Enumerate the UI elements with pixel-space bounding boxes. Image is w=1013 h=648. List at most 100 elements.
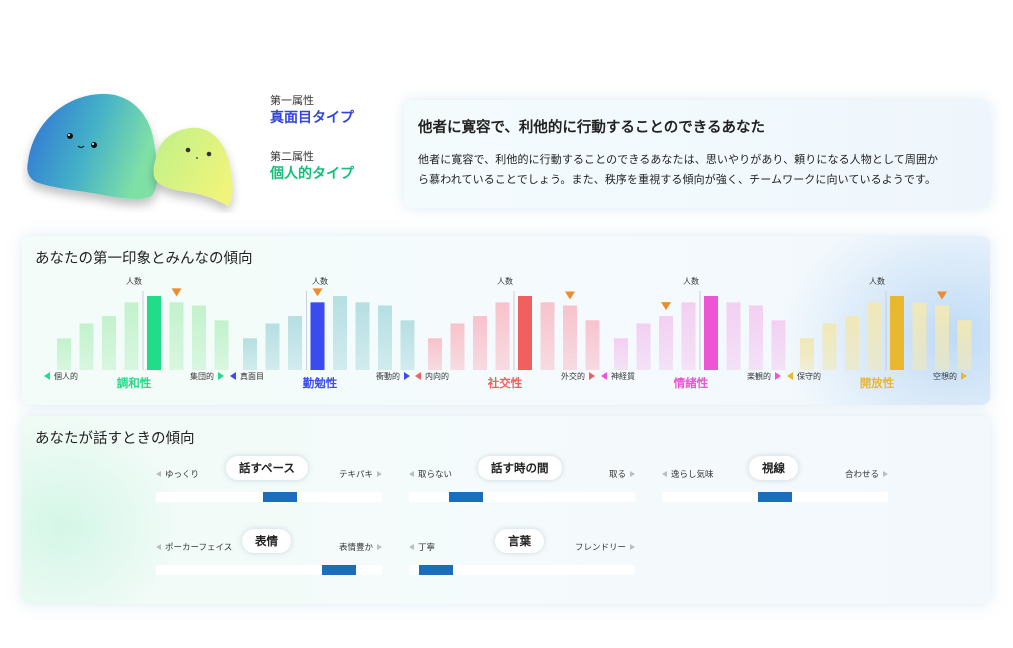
my-position-marker: [661, 302, 671, 311]
first-impression-title: あなたの第一印象とみんなの傾向: [35, 251, 253, 267]
chart-bar: [726, 302, 741, 370]
slider-indicator: [322, 565, 356, 575]
slider-right-label: 表情豊か: [339, 541, 382, 553]
slider-right-label: 取る: [609, 468, 635, 480]
chart-bar: [265, 323, 280, 370]
first-impression-panel: あなたの第一印象とみんなの傾向 人数 個人的 集団的 調和性 人数 真面目 衝動的 勤勉性 人数…: [22, 236, 990, 405]
chart-bar: [124, 302, 139, 370]
chart-bar: [57, 338, 71, 370]
slider-title-pill: 話すペース: [226, 456, 308, 480]
trait-chart: 人数 内向的 外交的 社交性: [415, 276, 600, 396]
chart-bar: [845, 316, 859, 370]
slider-left-label: 取らない: [409, 468, 452, 480]
chart-left-label: 保守的: [787, 371, 821, 382]
chart-bar: [243, 338, 257, 370]
chart-bar-highlight: [147, 296, 161, 370]
trait-chart: 人数 保守的 空想的 開放性: [787, 276, 972, 396]
chart-bar: [563, 305, 577, 370]
chart-right-label: 空想的: [933, 371, 967, 382]
chart-right-label: 衝動的: [376, 371, 410, 382]
chart-bar: [585, 320, 600, 370]
chart-bar: [288, 316, 302, 370]
trait-name: 調和性: [116, 376, 152, 390]
speaking-slider: 取らない 話す時の間取る: [409, 456, 635, 506]
mascot-illustration: [27, 93, 233, 206]
chart-bar: [192, 305, 206, 370]
chart-bar: [822, 323, 837, 370]
chart-right-label: 集団的: [190, 371, 224, 382]
chart-left-label: 内向的: [415, 371, 449, 382]
chart-bar: [495, 302, 510, 370]
chart-bar: [79, 323, 94, 370]
bar-chart: [614, 291, 786, 370]
slider-title-pill: 表情: [242, 529, 291, 553]
slider-title-pill: 言葉: [495, 529, 544, 553]
summary-line: 他者に寛容で、利他的に行動することのできるあなたは、思いやりがあり、頼りになる人…: [418, 153, 939, 166]
slider-left-label: ゆっくり: [156, 468, 199, 480]
speaking-tendency-panel: あなたが話すときの傾向 ゆっくり 話すペーステキパキ 取らない 話す時の間取る 逸らし気…: [22, 416, 990, 604]
chart-bar: [333, 296, 347, 370]
chart-bar: [450, 323, 465, 370]
chart-bar-highlight: [310, 302, 325, 370]
slider-right-label: フレンドリー: [575, 541, 635, 553]
slider-right-label: テキパキ: [339, 468, 382, 480]
chart-bar: [749, 305, 763, 370]
chart-bar-highlight: [890, 296, 904, 370]
chart-bar: [912, 302, 927, 370]
chart-bar: [540, 302, 555, 370]
slider-track: [409, 565, 635, 575]
slider-track: [156, 565, 382, 575]
bar-chart: [243, 288, 415, 370]
my-position-marker: [312, 288, 323, 297]
chart-left-label: 個人的: [44, 371, 78, 382]
speaking-tendency-title: あなたが話すときの傾向: [35, 431, 195, 447]
chart-axis-label: 人数: [683, 277, 699, 286]
my-position-marker: [171, 288, 182, 297]
speaking-slider: ポーカーフェイス 表情表情豊か: [156, 529, 382, 579]
chart-bar: [169, 302, 184, 370]
speaking-slider: ゆっくり 話すペーステキパキ: [156, 456, 382, 506]
trait-chart: 人数個人的 集団的 調和性: [44, 276, 229, 396]
slider-track: [409, 492, 635, 502]
slider-left-label: 丁寧: [409, 541, 435, 553]
chart-bar: [957, 320, 972, 370]
chart-bar: [800, 338, 814, 370]
chart-bar: [614, 338, 628, 370]
chart-right-label: 楽観的: [747, 371, 781, 382]
second-attribute-label: 第二属性: [270, 150, 314, 163]
slider-indicator: [263, 492, 297, 502]
chart-bar: [659, 316, 673, 370]
slider-title-pill: 話す時の間: [478, 456, 562, 480]
summary-text: 他者に寛容で、利他的に行動することのできるあなたは、思いやりがあり、頼りになる人…: [418, 150, 976, 190]
chart-bar: [681, 302, 696, 370]
chart-left-label: 真面目: [230, 371, 264, 382]
chart-axis-label: 人数: [869, 277, 885, 286]
slider-left-label: 逸らし気味: [662, 468, 714, 480]
speaking-slider: 丁寧 言葉フレンドリー: [409, 529, 635, 579]
trait-name: 社交性: [487, 376, 523, 390]
slider-right-label: 合わせる: [845, 468, 888, 480]
slider-indicator: [758, 492, 792, 502]
my-position-marker: [565, 291, 575, 300]
trait-name: 情緒性: [673, 376, 709, 390]
chart-bar: [400, 320, 415, 370]
bar-chart: [57, 288, 229, 370]
chart-bar: [378, 305, 392, 370]
slider-title-pill: 視線: [749, 456, 798, 480]
second-attribute-value: 個人的タイプ: [270, 166, 354, 182]
trait-chart: 人数 神経質 楽観的 情緒性: [601, 276, 786, 396]
chart-bar: [771, 320, 786, 370]
slider-left-label: ポーカーフェイス: [156, 541, 232, 553]
chart-axis-label: 人数: [497, 277, 513, 286]
chart-bar: [473, 316, 487, 370]
chart-bar: [102, 316, 116, 370]
bar-chart: [800, 291, 972, 370]
speaking-slider: 逸らし気味 視線合わせる: [662, 456, 888, 506]
chart-axis-label: 人数: [312, 277, 328, 286]
summary-title: 他者に寛容で、利他的に行動することのできるあなた: [418, 120, 765, 136]
chart-bar: [214, 320, 229, 370]
chart-bar: [355, 302, 370, 370]
slider-track: [662, 492, 888, 502]
chart-axis-label: 人数: [126, 277, 142, 286]
chart-bar-highlight: [704, 296, 718, 370]
